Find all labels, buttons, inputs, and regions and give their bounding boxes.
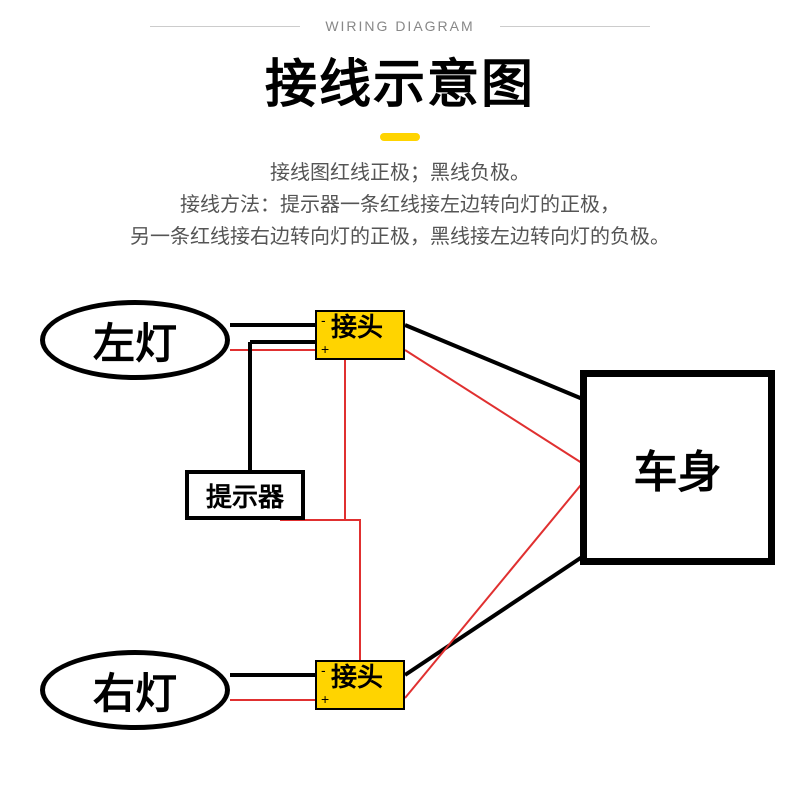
node-right-light: 右灯: [40, 650, 230, 730]
connector-top-pos: +: [321, 341, 329, 358]
desc-line-3: 另一条红线接右边转向灯的正极，黑线接左边转向灯的负极。: [0, 221, 800, 253]
connector-top-neg: -: [321, 312, 326, 329]
node-reminder: 提示器: [185, 470, 305, 520]
header-subtitle: WIRING DIAGRAM: [0, 0, 800, 34]
page-title: 接线示意图: [0, 42, 800, 117]
node-left-light: 左灯: [40, 300, 230, 380]
accent-bar: [380, 133, 420, 141]
node-connector-top: - 接头 +: [315, 310, 405, 360]
node-vehicle-body: 车身: [580, 370, 775, 565]
desc-line-1: 接线图红线正极；黑线负极。: [0, 157, 800, 189]
wiring-diagram: 左灯 右灯 提示器 - 接头 + - 接头 + 车身: [0, 280, 800, 790]
desc-line-2: 接线方法：提示器一条红线接左边转向灯的正极，: [0, 189, 800, 221]
connector-bot-pos: +: [321, 691, 329, 708]
description-block: 接线图红线正极；黑线负极。 接线方法：提示器一条红线接左边转向灯的正极， 另一条…: [0, 157, 800, 253]
connector-bot-neg: -: [321, 662, 326, 679]
node-connector-bottom: - 接头 +: [315, 660, 405, 710]
